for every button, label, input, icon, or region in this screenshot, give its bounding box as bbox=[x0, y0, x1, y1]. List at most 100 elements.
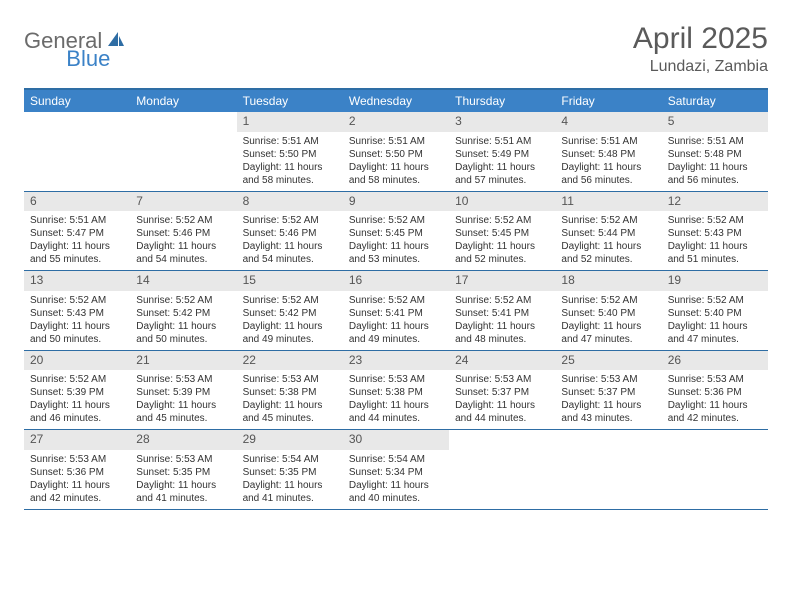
day-cell: 15Sunrise: 5:52 AMSunset: 5:42 PMDayligh… bbox=[237, 271, 343, 350]
daylight-text: Daylight: 11 hours and 52 minutes. bbox=[561, 240, 655, 266]
day-header-thursday: Thursday bbox=[449, 90, 555, 112]
day-cell: 23Sunrise: 5:53 AMSunset: 5:38 PMDayligh… bbox=[343, 351, 449, 430]
sunset-text: Sunset: 5:43 PM bbox=[668, 227, 762, 240]
sunset-text: Sunset: 5:40 PM bbox=[668, 307, 762, 320]
sunset-text: Sunset: 5:45 PM bbox=[349, 227, 443, 240]
sunrise-text: Sunrise: 5:51 AM bbox=[243, 135, 337, 148]
day-header-friday: Friday bbox=[555, 90, 661, 112]
daylight-text: Daylight: 11 hours and 56 minutes. bbox=[668, 161, 762, 187]
sunset-text: Sunset: 5:34 PM bbox=[349, 466, 443, 479]
day-body: Sunrise: 5:52 AMSunset: 5:46 PMDaylight:… bbox=[237, 211, 343, 270]
sunrise-text: Sunrise: 5:52 AM bbox=[30, 294, 124, 307]
daylight-text: Daylight: 11 hours and 41 minutes. bbox=[136, 479, 230, 505]
day-number: 4 bbox=[555, 112, 661, 132]
sunrise-text: Sunrise: 5:54 AM bbox=[243, 453, 337, 466]
day-header-row: Sunday Monday Tuesday Wednesday Thursday… bbox=[24, 90, 768, 112]
day-cell: 9Sunrise: 5:52 AMSunset: 5:45 PMDaylight… bbox=[343, 192, 449, 271]
day-cell: 26Sunrise: 5:53 AMSunset: 5:36 PMDayligh… bbox=[662, 351, 768, 430]
sunset-text: Sunset: 5:41 PM bbox=[349, 307, 443, 320]
daylight-text: Daylight: 11 hours and 52 minutes. bbox=[455, 240, 549, 266]
daylight-text: Daylight: 11 hours and 54 minutes. bbox=[243, 240, 337, 266]
day-body: Sunrise: 5:53 AMSunset: 5:37 PMDaylight:… bbox=[555, 370, 661, 429]
sunset-text: Sunset: 5:44 PM bbox=[561, 227, 655, 240]
sunrise-text: Sunrise: 5:53 AM bbox=[30, 453, 124, 466]
day-body: Sunrise: 5:54 AMSunset: 5:34 PMDaylight:… bbox=[343, 450, 449, 509]
sunset-text: Sunset: 5:38 PM bbox=[349, 386, 443, 399]
sunset-text: Sunset: 5:35 PM bbox=[136, 466, 230, 479]
sunrise-text: Sunrise: 5:51 AM bbox=[30, 214, 124, 227]
day-number: 24 bbox=[449, 351, 555, 371]
sunrise-text: Sunrise: 5:51 AM bbox=[668, 135, 762, 148]
day-number: 28 bbox=[130, 430, 236, 450]
sunset-text: Sunset: 5:50 PM bbox=[349, 148, 443, 161]
day-header-saturday: Saturday bbox=[662, 90, 768, 112]
day-body: Sunrise: 5:52 AMSunset: 5:40 PMDaylight:… bbox=[662, 291, 768, 350]
sunrise-text: Sunrise: 5:52 AM bbox=[668, 294, 762, 307]
day-cell: 11Sunrise: 5:52 AMSunset: 5:44 PMDayligh… bbox=[555, 192, 661, 271]
day-body: Sunrise: 5:52 AMSunset: 5:41 PMDaylight:… bbox=[449, 291, 555, 350]
location-text: Lundazi, Zambia bbox=[633, 58, 768, 76]
day-number: 14 bbox=[130, 271, 236, 291]
day-cell bbox=[24, 112, 130, 191]
day-cell: 14Sunrise: 5:52 AMSunset: 5:42 PMDayligh… bbox=[130, 271, 236, 350]
day-cell: 6Sunrise: 5:51 AMSunset: 5:47 PMDaylight… bbox=[24, 192, 130, 271]
day-number: 7 bbox=[130, 192, 236, 212]
day-cell: 29Sunrise: 5:54 AMSunset: 5:35 PMDayligh… bbox=[237, 430, 343, 509]
day-cell: 7Sunrise: 5:52 AMSunset: 5:46 PMDaylight… bbox=[130, 192, 236, 271]
daylight-text: Daylight: 11 hours and 50 minutes. bbox=[30, 320, 124, 346]
day-cell: 8Sunrise: 5:52 AMSunset: 5:46 PMDaylight… bbox=[237, 192, 343, 271]
daylight-text: Daylight: 11 hours and 45 minutes. bbox=[136, 399, 230, 425]
day-number: 6 bbox=[24, 192, 130, 212]
sunset-text: Sunset: 5:45 PM bbox=[455, 227, 549, 240]
day-number: 29 bbox=[237, 430, 343, 450]
daylight-text: Daylight: 11 hours and 53 minutes. bbox=[349, 240, 443, 266]
day-body: Sunrise: 5:51 AMSunset: 5:48 PMDaylight:… bbox=[555, 132, 661, 191]
week-row: 20Sunrise: 5:52 AMSunset: 5:39 PMDayligh… bbox=[24, 351, 768, 431]
daylight-text: Daylight: 11 hours and 48 minutes. bbox=[455, 320, 549, 346]
day-cell: 3Sunrise: 5:51 AMSunset: 5:49 PMDaylight… bbox=[449, 112, 555, 191]
day-number: 21 bbox=[130, 351, 236, 371]
sunset-text: Sunset: 5:40 PM bbox=[561, 307, 655, 320]
daylight-text: Daylight: 11 hours and 47 minutes. bbox=[668, 320, 762, 346]
day-cell bbox=[662, 430, 768, 509]
week-row: 6Sunrise: 5:51 AMSunset: 5:47 PMDaylight… bbox=[24, 192, 768, 272]
sunset-text: Sunset: 5:39 PM bbox=[30, 386, 124, 399]
day-header-monday: Monday bbox=[130, 90, 236, 112]
sunset-text: Sunset: 5:43 PM bbox=[30, 307, 124, 320]
day-cell: 12Sunrise: 5:52 AMSunset: 5:43 PMDayligh… bbox=[662, 192, 768, 271]
sunrise-text: Sunrise: 5:51 AM bbox=[349, 135, 443, 148]
day-body: Sunrise: 5:52 AMSunset: 5:43 PMDaylight:… bbox=[24, 291, 130, 350]
day-cell: 20Sunrise: 5:52 AMSunset: 5:39 PMDayligh… bbox=[24, 351, 130, 430]
day-cell: 25Sunrise: 5:53 AMSunset: 5:37 PMDayligh… bbox=[555, 351, 661, 430]
day-cell: 19Sunrise: 5:52 AMSunset: 5:40 PMDayligh… bbox=[662, 271, 768, 350]
day-body: Sunrise: 5:53 AMSunset: 5:38 PMDaylight:… bbox=[343, 370, 449, 429]
day-number: 22 bbox=[237, 351, 343, 371]
day-cell: 1Sunrise: 5:51 AMSunset: 5:50 PMDaylight… bbox=[237, 112, 343, 191]
sunset-text: Sunset: 5:38 PM bbox=[243, 386, 337, 399]
sunrise-text: Sunrise: 5:52 AM bbox=[561, 214, 655, 227]
sunrise-text: Sunrise: 5:53 AM bbox=[136, 453, 230, 466]
daylight-text: Daylight: 11 hours and 58 minutes. bbox=[243, 161, 337, 187]
sunset-text: Sunset: 5:50 PM bbox=[243, 148, 337, 161]
daylight-text: Daylight: 11 hours and 54 minutes. bbox=[136, 240, 230, 266]
day-cell bbox=[130, 112, 236, 191]
day-cell: 2Sunrise: 5:51 AMSunset: 5:50 PMDaylight… bbox=[343, 112, 449, 191]
sunrise-text: Sunrise: 5:53 AM bbox=[349, 373, 443, 386]
day-number: 5 bbox=[662, 112, 768, 132]
day-cell: 18Sunrise: 5:52 AMSunset: 5:40 PMDayligh… bbox=[555, 271, 661, 350]
day-number: 26 bbox=[662, 351, 768, 371]
sunset-text: Sunset: 5:36 PM bbox=[668, 386, 762, 399]
sunrise-text: Sunrise: 5:54 AM bbox=[349, 453, 443, 466]
daylight-text: Daylight: 11 hours and 44 minutes. bbox=[349, 399, 443, 425]
day-number: 8 bbox=[237, 192, 343, 212]
sunrise-text: Sunrise: 5:52 AM bbox=[349, 214, 443, 227]
week-row: 1Sunrise: 5:51 AMSunset: 5:50 PMDaylight… bbox=[24, 112, 768, 192]
day-number: 30 bbox=[343, 430, 449, 450]
sunrise-text: Sunrise: 5:53 AM bbox=[243, 373, 337, 386]
day-number: 17 bbox=[449, 271, 555, 291]
day-number: 25 bbox=[555, 351, 661, 371]
sunrise-text: Sunrise: 5:52 AM bbox=[136, 294, 230, 307]
day-cell: 4Sunrise: 5:51 AMSunset: 5:48 PMDaylight… bbox=[555, 112, 661, 191]
day-body: Sunrise: 5:51 AMSunset: 5:49 PMDaylight:… bbox=[449, 132, 555, 191]
sunrise-text: Sunrise: 5:52 AM bbox=[668, 214, 762, 227]
